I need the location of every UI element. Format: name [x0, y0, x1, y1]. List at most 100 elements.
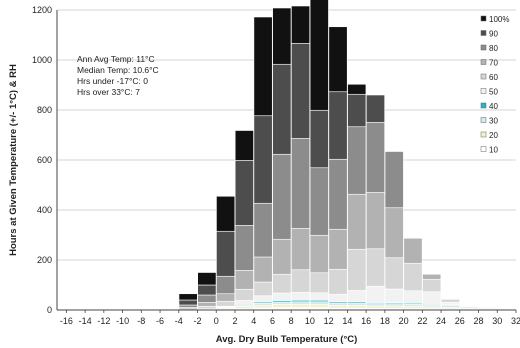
- bar-segment: [328, 26, 348, 93]
- bar-segment: [234, 288, 254, 301]
- bar-segment: [272, 304, 292, 308]
- axes: [56, 10, 516, 311]
- legend-swatch: [480, 73, 487, 80]
- bar-segment: [328, 268, 348, 295]
- bar-segment: [253, 295, 273, 303]
- x-tick-label: 14: [342, 316, 352, 326]
- bar-segment: [366, 303, 385, 307]
- legend-swatch: [480, 117, 487, 123]
- annotation-line: Median Temp: 10.6°C: [77, 65, 159, 75]
- bar-segment: [347, 93, 367, 128]
- bar-segment: [178, 299, 198, 306]
- x-tick-label: 0: [214, 316, 219, 326]
- y-tick-label: 1200: [32, 5, 52, 15]
- bar-segment: [291, 43, 311, 139]
- bar-segment: [291, 138, 311, 229]
- bar-segment: [178, 304, 198, 308]
- bar-segment: [291, 5, 311, 44]
- x-tick-label: -8: [137, 316, 145, 326]
- x-tick-label: 18: [380, 316, 390, 326]
- bar-segment: [253, 16, 273, 117]
- x-tick-label: 32: [511, 316, 520, 326]
- bar-segment: [216, 275, 236, 295]
- bar-segment: [328, 302, 348, 306]
- x-tick-label: 4: [251, 316, 256, 326]
- bar-segment: [422, 278, 442, 293]
- bar-segment: [309, 109, 329, 169]
- bar-segment: [272, 301, 292, 305]
- annotation-line: Hrs under -17°C: 0: [77, 76, 148, 86]
- bar-segment: [253, 202, 273, 258]
- bar-segment: [309, 272, 329, 294]
- x-tick-label: -14: [79, 316, 92, 326]
- bar-segment: [422, 273, 442, 280]
- bar-segment: [384, 305, 404, 309]
- bar-segment: [384, 288, 404, 304]
- bar-segment: [197, 284, 217, 296]
- bar-segment: [347, 126, 367, 195]
- bar-segment: [291, 304, 311, 308]
- legend-label: 60: [489, 73, 498, 82]
- legend-swatch: [480, 30, 487, 36]
- bar-segment: [309, 0, 329, 111]
- bar-segment: [291, 301, 311, 305]
- bar-segment: [384, 151, 404, 209]
- bar-segment: [272, 153, 292, 240]
- bar-segment: [234, 130, 254, 161]
- bar-segment: [422, 291, 442, 305]
- legend-label: 90: [489, 30, 498, 39]
- bar-segment: [366, 94, 385, 123]
- x-tick-label: 30: [492, 316, 502, 326]
- annotation-line: Ann Avg Temp: 11°C: [77, 54, 155, 64]
- bar-segment: [403, 237, 423, 264]
- legend-swatch: [480, 146, 487, 152]
- bar-segment: [253, 304, 273, 309]
- bar-segment: [384, 257, 404, 290]
- legend-swatch: [480, 102, 487, 109]
- legend-label: 40: [489, 102, 498, 111]
- legend-swatch: [480, 88, 487, 94]
- bar-segment: [366, 305, 385, 309]
- x-tick-label: -2: [194, 316, 202, 326]
- legend-label: 20: [489, 131, 498, 140]
- bar-segment: [216, 195, 236, 232]
- legend-label: 100%: [489, 15, 509, 24]
- x-tick-label: 16: [361, 316, 371, 326]
- bar-segment: [272, 292, 292, 301]
- bars: [178, 0, 498, 311]
- legend-label: 80: [489, 44, 498, 53]
- bar-segment: [234, 270, 254, 290]
- bar-segment: [347, 83, 367, 95]
- bar-segment: [328, 228, 348, 270]
- bar-segment: [253, 256, 273, 283]
- bar-segment: [347, 248, 367, 291]
- bar-segment: [347, 305, 367, 309]
- bar-segment: [272, 63, 292, 155]
- bar-segment: [328, 91, 348, 160]
- x-tick-label: -4: [175, 316, 183, 326]
- x-tick-label: 8: [289, 316, 294, 326]
- bar-segment: [309, 304, 329, 308]
- bar-segment: [366, 285, 385, 303]
- x-tick-labels: -16 -14 -12 -10 -8 -6 -4 -2 0 2 4 6 8 10 12 14 16 18 20 22 2…: [60, 310, 520, 326]
- y-tick-label: 800: [37, 105, 52, 115]
- bar-segment: [216, 230, 236, 277]
- bar-segment: [366, 248, 385, 287]
- legend-swatch: [480, 44, 487, 51]
- x-tick-label: 26: [455, 316, 465, 326]
- bar-segment: [347, 302, 367, 306]
- bar-segment: [403, 290, 423, 304]
- legend-label: 30: [489, 117, 498, 126]
- bar-segment: [347, 290, 367, 303]
- y-axis-title: Hours at Given Temperature (+/- 1°C) & R…: [8, 64, 19, 256]
- bar-segment: [216, 300, 236, 307]
- bar-segment: [234, 225, 254, 271]
- legend-swatch: [480, 15, 487, 22]
- bar-segment: [178, 293, 198, 301]
- x-tick-label: 24: [436, 316, 446, 326]
- y-tick-label: 400: [37, 205, 52, 215]
- bar-segment: [197, 305, 217, 310]
- x-tick-label: -6: [156, 316, 164, 326]
